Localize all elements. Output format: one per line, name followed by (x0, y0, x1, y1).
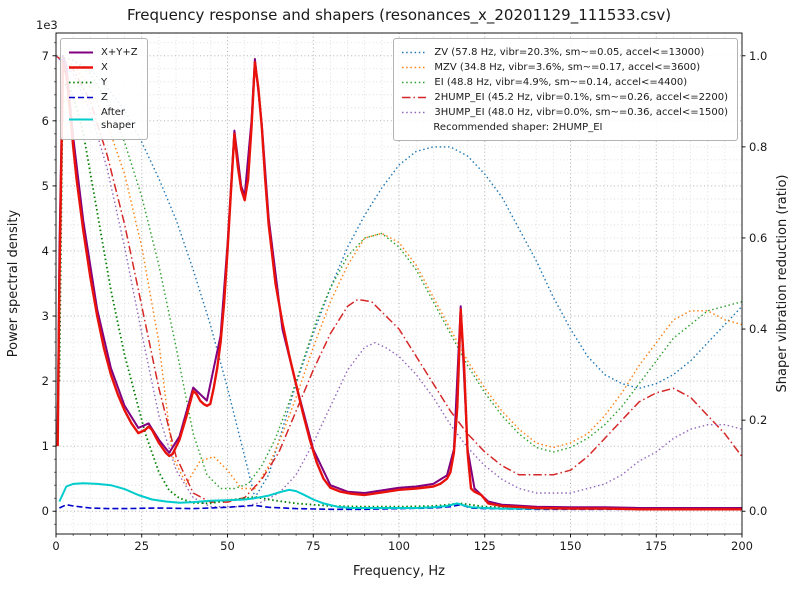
y-left-tick-label: 3 (42, 309, 49, 323)
curve-3hump-ei (56, 55, 742, 508)
legend-item-z: Z (68, 91, 138, 105)
y-left-tick-label: 7 (42, 49, 49, 63)
legend-item-x-plus-y-plus-z: X+Y+Z (68, 46, 138, 60)
curve-ei (56, 55, 742, 490)
recommended-shaper-note: Recommended shaper: 2HUMP_EI (433, 122, 603, 133)
legend-line-sample-x (69, 66, 93, 69)
y-right-tick-label: 0.6 (749, 231, 767, 245)
legend-line-sample-2hump-ei (402, 96, 427, 99)
legend-label-x: X (101, 61, 108, 73)
x-tick-label: 200 (731, 539, 753, 553)
legend-item-ei: EI (48.8 Hz, vibr=4.9%, sm~=0.14, accel<… (401, 76, 728, 90)
legend-item-3hump-ei: 3HUMP_EI (48.0 Hz, vibr=0.0%, sm~=0.36, … (401, 106, 728, 120)
legend-label-after-shaper: After shaper (101, 106, 136, 132)
curve-y (58, 80, 742, 509)
legend-line-sample-x-plus-y-plus-z (69, 51, 93, 54)
legend-label-2hump-ei: 2HUMP_EI (45.2 Hz, vibr=0.1%, sm~=0.26, … (434, 91, 728, 103)
legend-item-zv: ZV (57.8 Hz, vibr=20.3%, sm~=0.05, accel… (401, 46, 728, 60)
x-tick-label: 25 (134, 539, 149, 553)
x-axis-label: Frequency, Hz (353, 564, 445, 579)
legend-label-zv: ZV (57.8 Hz, vibr=20.3%, sm~=0.05, accel… (434, 46, 705, 58)
x-tick-label: 75 (306, 539, 321, 553)
legend-label-mzv: MZV (34.8 Hz, vibr=3.6%, sm~=0.17, accel… (434, 61, 701, 73)
legend-label-ei: EI (48.8 Hz, vibr=4.9%, sm~=0.14, accel<… (434, 76, 688, 88)
y-left-tick-label: 2 (42, 374, 49, 388)
legend-line-sample-3hump-ei (402, 111, 427, 114)
x-tick-label: 50 (220, 539, 235, 553)
legend-line-sample-z (69, 96, 93, 99)
legend-item-mzv: MZV (34.8 Hz, vibr=3.6%, sm~=0.17, accel… (401, 61, 728, 75)
curve-x (56, 61, 742, 511)
chart-title: Frequency response and shapers (resonanc… (127, 6, 671, 25)
curve-after-shaper (58, 482, 742, 510)
y-left-tick-label: 1 (42, 439, 49, 453)
legend-label-3hump-ei: 3HUMP_EI (48.0 Hz, vibr=0.0%, sm~=0.36, … (434, 106, 728, 118)
x-tick-label: 125 (474, 539, 496, 553)
series-layer (56, 54, 742, 511)
x-tick-label: 175 (645, 539, 667, 553)
y-left-tick-label: 0 (42, 504, 49, 518)
y-right-tick-label: 0.8 (749, 140, 767, 154)
legend-item-y: Y (68, 76, 138, 90)
axes-spines (55, 32, 743, 535)
y-left-tick-label: 6 (42, 114, 49, 128)
legend-item-after-shaper: After shaper (68, 106, 138, 133)
y-axis-offset-text: 1e3 (36, 18, 58, 32)
x-tick-label: 150 (560, 539, 582, 553)
y-left-tick-label: 4 (42, 244, 49, 258)
y-right-tick-label: 0.2 (749, 413, 767, 427)
x-tick-label: 100 (388, 539, 410, 553)
y-right-tick-label: 0.0 (749, 504, 767, 518)
legend-line-sample-zv (402, 51, 427, 54)
legend-psd: X+Y+Z X Y Z After shaper (60, 38, 148, 140)
legend-line-sample-after-shaper (69, 118, 93, 120)
legend-line-sample-y (69, 81, 93, 84)
legend-label-z: Z (101, 91, 108, 103)
x-tick-label: 0 (52, 539, 59, 553)
axis-ticks: 0 25 50 75 100 125 150 175 200 0 1 2 3 4 5 6 7 0.0 0.2 0.4 0… (42, 42, 767, 553)
legend-line-sample-ei (402, 81, 427, 84)
legend-line-sample-mzv (402, 66, 427, 69)
legend-item-x: X (68, 61, 138, 75)
legend-item-2hump-ei: 2HUMP_EI (45.2 Hz, vibr=0.1%, sm~=0.26, … (401, 91, 728, 105)
curve-zv (56, 55, 742, 499)
y-left-tick-label: 5 (42, 179, 49, 193)
y-axis-label-left: Power spectral density (6, 209, 21, 357)
y-axis-label-right: Shaper vibration reduction (ratio) (775, 175, 790, 393)
legend-shapers: ZV (57.8 Hz, vibr=20.3%, sm~=0.05, accel… (393, 38, 738, 141)
legend-label-x-plus-y-plus-z: X+Y+Z (101, 46, 138, 58)
y-right-tick-label: 0.4 (749, 322, 767, 336)
legend-label-y: Y (101, 76, 108, 88)
y-right-tick-label: 1.0 (749, 49, 767, 63)
